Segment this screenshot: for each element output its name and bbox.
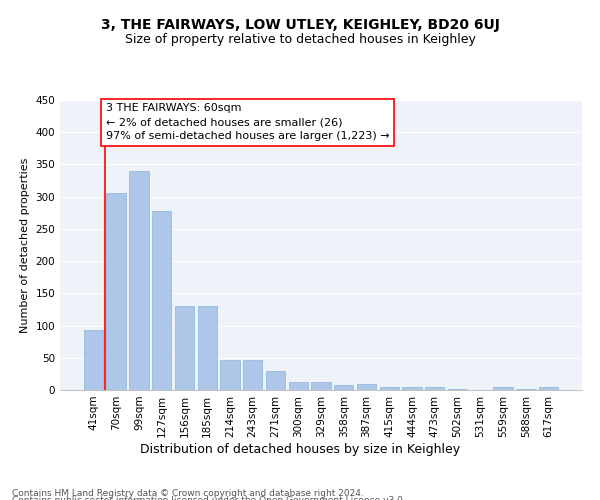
Bar: [197, 306, 217, 390]
Bar: [106, 194, 126, 390]
Text: 3, THE FAIRWAYS, LOW UTLEY, KEIGHLEY, BD20 6UJ: 3, THE FAIRWAYS, LOW UTLEY, KEIGHLEY, BD…: [101, 18, 499, 32]
Bar: [493, 387, 513, 390]
Text: Contains public sector information licensed under the Open Government Licence v3: Contains public sector information licen…: [12, 496, 406, 500]
Y-axis label: Number of detached properties: Number of detached properties: [20, 158, 30, 332]
Bar: [334, 385, 353, 390]
Bar: [243, 360, 262, 390]
Bar: [220, 360, 239, 390]
Bar: [403, 387, 422, 390]
Text: Distribution of detached houses by size in Keighley: Distribution of detached houses by size …: [140, 442, 460, 456]
Bar: [84, 330, 103, 390]
Text: Contains HM Land Registry data © Crown copyright and database right 2024.: Contains HM Land Registry data © Crown c…: [12, 488, 364, 498]
Bar: [357, 384, 376, 390]
Bar: [289, 382, 308, 390]
Bar: [152, 211, 172, 390]
Bar: [311, 382, 331, 390]
Bar: [425, 388, 445, 390]
Text: 3 THE FAIRWAYS: 60sqm
← 2% of detached houses are smaller (26)
97% of semi-detac: 3 THE FAIRWAYS: 60sqm ← 2% of detached h…: [106, 103, 389, 141]
Text: Size of property relative to detached houses in Keighley: Size of property relative to detached ho…: [125, 32, 475, 46]
Bar: [175, 306, 194, 390]
Bar: [129, 171, 149, 390]
Bar: [380, 387, 399, 390]
Bar: [539, 388, 558, 390]
Bar: [266, 370, 285, 390]
